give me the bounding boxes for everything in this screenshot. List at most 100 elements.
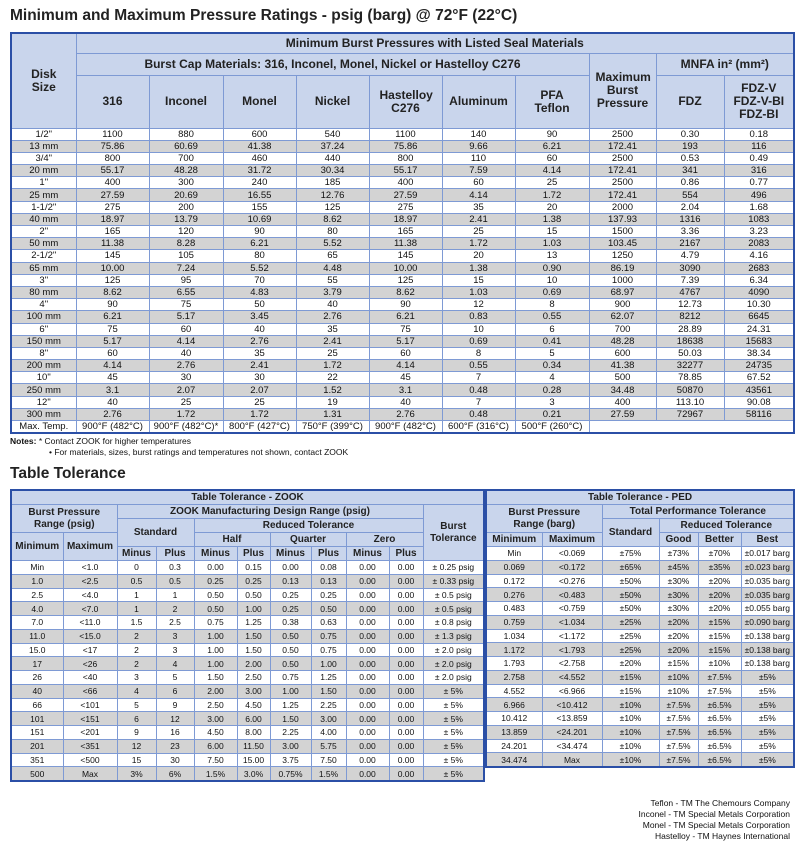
table-cell: ±7.5% (658, 711, 699, 726)
table-cell: 0.15 (236, 560, 271, 575)
table-cell: 4.552 (485, 683, 543, 699)
table-cell: 165 (368, 224, 443, 239)
table-cell: ±50% (601, 601, 660, 616)
table-cell: 1.034 (485, 628, 543, 644)
table-cell: ±10% (658, 669, 699, 685)
table-row: 4.0 <7.0 1 2 0.50 1.00 0.25 0.50 0.00 0.00 ± 0.5 p… (10, 601, 485, 616)
table-cell: 137.93 (588, 212, 657, 227)
table-cell: 0.00 (388, 683, 424, 699)
mnfa-header: MNFA in² (mm²) (655, 52, 795, 76)
table-cell: 90 (75, 298, 150, 312)
table-cell: 105 (148, 249, 224, 263)
table-cell: 25 (441, 224, 516, 239)
table-cell: ±5% (740, 724, 795, 740)
table-cell: 6.34 (723, 273, 795, 287)
table-cell: 90 (368, 298, 443, 312)
table-cell: 10 (514, 273, 590, 287)
table-cell: <151 (62, 711, 118, 726)
table-cell: 2.25 (269, 725, 312, 740)
table-cell: 0.00 (388, 752, 424, 768)
table-cell: 0.18 (723, 127, 795, 141)
table-cell: 6.55 (148, 285, 224, 300)
table-cell: 90 (222, 224, 297, 239)
table-cell: 9.66 (441, 139, 516, 153)
col-nickel: Nickel (295, 74, 370, 129)
table-cell: 18638 (655, 334, 725, 348)
table-cell: 316 (723, 164, 795, 178)
better-header: Better (697, 532, 742, 547)
table-cell: ± 0.25 psig (422, 560, 485, 575)
table-cell: 110 (441, 151, 516, 166)
std-minus: Minus (116, 546, 157, 561)
table-cell: 3 (155, 642, 195, 658)
table-cell: ±70% (697, 546, 742, 561)
table-cell: 16.55 (222, 188, 297, 202)
table-row: 151 <201 9 16 4.50 8.00 2.25 4.00 0.00 0.00 ± 5% (10, 725, 485, 740)
table-cell: 8" (10, 346, 77, 361)
table-cell: 145 (75, 249, 150, 263)
table-cell: 10" (10, 371, 77, 385)
table-cell: 0.069 (485, 559, 543, 575)
max-temp-row: Max. Temp. 900°F (482°C) 900°F (482°C)* 800… (10, 420, 795, 434)
table-cell: 0.00 (388, 670, 424, 685)
table-row: 351 <500 15 30 7.50 15.00 3.75 7.50 0.00 0.00 ± 5% (10, 752, 485, 768)
table-cell: 1.00 (310, 656, 347, 671)
table-row: 1.034 <1.172 ±25% ±20% ±15% ±0.138 barg (485, 628, 795, 644)
table-row: 0.276 <0.483 ±50% ±30% ±20% ±0.035 barg (485, 587, 795, 602)
table-cell: ±10% (601, 752, 660, 768)
table-cell: 13.859 (485, 724, 543, 740)
table-cell: 40 (148, 346, 224, 361)
table-cell: ± 2.0 psig (422, 656, 485, 671)
table-cell: 0.53 (655, 151, 725, 166)
quarter-minus: Minus (269, 546, 312, 561)
table-cell: <1.793 (541, 642, 603, 657)
table-cell: 2167 (655, 237, 725, 251)
table-cell: 200 (148, 200, 224, 214)
table-cell: ±15% (658, 656, 699, 671)
table-cell: 20.69 (148, 188, 224, 202)
table-row: 7.0 <11.0 1.5 2.5 0.75 1.25 0.38 0.63 0.00 0.00 ± … (10, 615, 485, 630)
table-cell: 554 (655, 188, 725, 202)
table-cell: 40 (222, 322, 297, 336)
table-cell: 5.75 (310, 738, 347, 754)
table-cell: 0.50 (269, 642, 312, 658)
table-cell: ± 0.8 psig (422, 615, 485, 630)
ped-range-header: Burst Pressure Range (barg) (485, 504, 603, 533)
table-cell: 0.75 (310, 642, 347, 658)
table-cell: 86.19 (588, 261, 657, 275)
table-cell: 1.72 (222, 407, 297, 422)
table-cell: 116 (723, 139, 795, 153)
table-cell: 4 (155, 656, 195, 671)
std-plus: Plus (155, 546, 195, 561)
table-cell: 120 (148, 224, 224, 239)
table-cell: 10.00 (75, 261, 150, 275)
table-row: 26 <40 3 5 1.50 2.50 0.75 1.25 0.00 0.00 ± 2.0 psi… (10, 670, 485, 685)
table-cell: ±45% (658, 559, 699, 575)
table-cell: 300 mm (10, 407, 77, 422)
table-cell: 275 (75, 200, 150, 214)
table-row: 250 mm 3.1 2.07 2.07 1.52 3.1 0.48 0.28 34.48 508… (10, 383, 795, 397)
table-cell: 23 (155, 738, 195, 754)
table-cell: 6" (10, 322, 77, 336)
table-cell: 6.21 (514, 139, 590, 153)
table-cell: <0.483 (541, 587, 603, 602)
table-cell: 880 (148, 127, 224, 141)
table-cell: 0.83 (441, 310, 516, 324)
table-cell: 193 (655, 139, 725, 153)
table-cell: 12 (441, 298, 516, 312)
table-cell: 1.72 (295, 359, 370, 373)
table-cell: 0.25 (310, 587, 347, 603)
table-cell: 1.793 (485, 656, 543, 671)
table-row: 15.0 <17 2 3 1.00 1.50 0.50 0.75 0.00 0.00 ± 2.0 p… (10, 642, 485, 658)
table-cell: 400 (588, 395, 657, 409)
ped-reduced-header: Reduced Tolerance (658, 518, 795, 533)
table-cell: 1.03 (441, 285, 516, 300)
table-cell: 8.62 (295, 212, 370, 227)
table-cell: 10.412 (485, 711, 543, 726)
ped-standard-header: Standard (601, 518, 660, 547)
table-cell: 1100 (368, 127, 443, 141)
table-cell: 60.69 (148, 139, 224, 153)
table-cell: 113.10 (655, 395, 725, 409)
table-cell: 0.55 (514, 310, 590, 324)
table-cell: 2.07 (148, 383, 224, 397)
